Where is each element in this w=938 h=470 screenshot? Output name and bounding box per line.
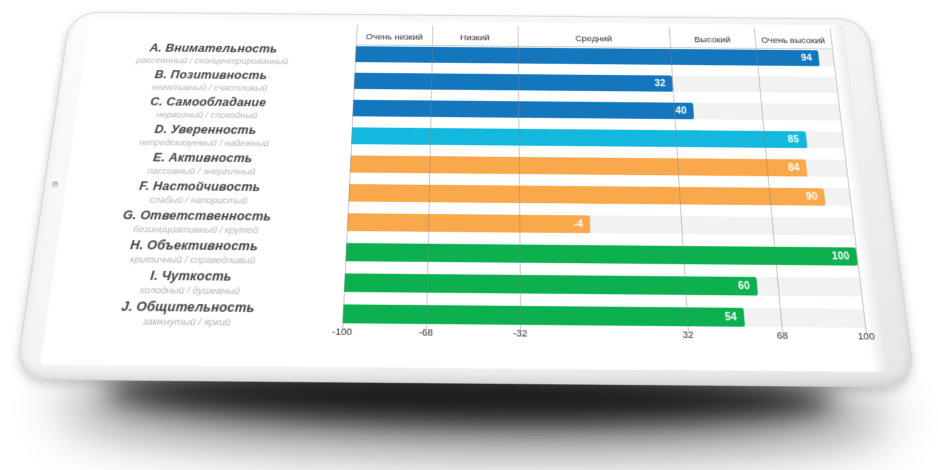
x-tick-label: 100 (857, 330, 876, 343)
bar: 60 (343, 273, 758, 296)
bar: 40 (352, 99, 695, 120)
category-subtitle: пассивный / энергичный (146, 166, 256, 178)
category-subtitle: нервозный / спокойный (155, 109, 258, 121)
category-title: J. Общительность (120, 299, 256, 316)
x-tick-label: -100 (331, 326, 353, 339)
bar: 32 (353, 72, 673, 92)
category-subtitle: негативный / счастливый (151, 82, 268, 94)
bar-rows: 94 32 40 85 84 90 -4 100 60 54 (342, 24, 866, 328)
bar-value-label: 84 (787, 162, 801, 174)
tablet-frame: A. Внимательность рассеянный / сконцентри… (14, 11, 916, 388)
personality-bar-chart: A. Внимательность рассеянный / сконцентри… (40, 19, 886, 372)
category-subtitle: критичный / справедливый (129, 254, 256, 267)
category-label: G. Ответственность безинициативный / крут… (65, 208, 327, 237)
x-tick-label: 32 (682, 329, 694, 342)
category-title: B. Позитивность (154, 68, 268, 82)
level-bands-header: Очень низкий Низкий Средний Высокий Очень вы… (357, 24, 830, 46)
category-labels-column: A. Внимательность рассеянный / сконцентри… (95, 19, 337, 329)
bar-value-label: 40 (675, 105, 688, 116)
category-label: C. Самообладание нервозный / спокойный (81, 95, 333, 122)
x-axis-tick-labels: -100 -68 -32 32 68 100 (332, 24, 876, 342)
category-subtitle: рассеянный / сконцентрированный (135, 55, 289, 67)
bar-value-label: 54 (724, 311, 738, 324)
bar-value-label: 85 (787, 134, 800, 145)
bar-value-label: -4 (573, 218, 584, 230)
category-subtitle: замкнутый / яркий (141, 316, 232, 329)
category-title: G. Ответственность (122, 208, 272, 224)
grid-lines (342, 24, 867, 334)
category-label: H. Объективность критичный / справедливый (61, 238, 325, 268)
category-label: E. Активность пассивный / энергичный (73, 151, 330, 178)
x-tick-label: 68 (776, 330, 789, 343)
bar: 84 (349, 155, 808, 177)
category-title: A. Внимательность (148, 41, 278, 56)
category-subtitle: холодный / душевный (139, 284, 241, 298)
category-title: E. Активность (152, 150, 253, 166)
tablet-screen: A. Внимательность рассеянный / сконцентри… (40, 18, 887, 372)
front-camera-dot (51, 181, 59, 188)
band-label: Низкий (460, 33, 490, 43)
category-label: J. Общительность замкнутый / яркий (52, 299, 322, 330)
bar-value-label: 32 (654, 78, 666, 89)
category-label: B. Позитивность негативный / счастливый (85, 68, 334, 95)
bar: 94 (355, 46, 820, 67)
x-tick-label: -68 (418, 327, 434, 339)
band-label: Очень высокий (760, 35, 826, 46)
category-title: D. Уверенность (153, 122, 257, 137)
category-label: F. Настойчивость слабый / напористый (69, 179, 328, 207)
bar: 54 (342, 304, 745, 327)
category-subtitle: непредсказуемый / надежный (138, 137, 270, 150)
category-subtitle: безинициативный / крутой (132, 224, 259, 237)
bar-value-label: 90 (805, 191, 819, 203)
category-title: H. Объективность (129, 238, 259, 254)
category-label: D. Уверенность непредсказуемый / надежный (77, 123, 331, 149)
bar-value-label: 60 (737, 280, 751, 292)
band-label: Средний (575, 34, 613, 45)
x-tick-label: -32 (513, 327, 528, 340)
bar: 90 (348, 184, 826, 206)
bar-value-label: 100 (831, 250, 851, 263)
category-title: F. Настойчивость (138, 179, 261, 194)
bar: -4 (346, 213, 591, 234)
band-label: Высокий (693, 35, 731, 46)
category-label: A. Внимательность рассеянный / сконцентри… (89, 42, 336, 67)
bar: 85 (351, 127, 807, 149)
band-label: Очень низкий (365, 32, 423, 43)
bar-value-label: 94 (800, 53, 813, 63)
category-title: I. Чуткость (149, 268, 233, 284)
category-subtitle: слабый / напористый (148, 194, 248, 207)
plot-area: Очень низкий Низкий Средний Высокий Очень вы… (332, 24, 876, 350)
bar: 100 (345, 243, 858, 266)
category-label: I. Чуткость холодный / душевный (56, 269, 323, 298)
category-title: C. Самообладание (149, 95, 267, 110)
